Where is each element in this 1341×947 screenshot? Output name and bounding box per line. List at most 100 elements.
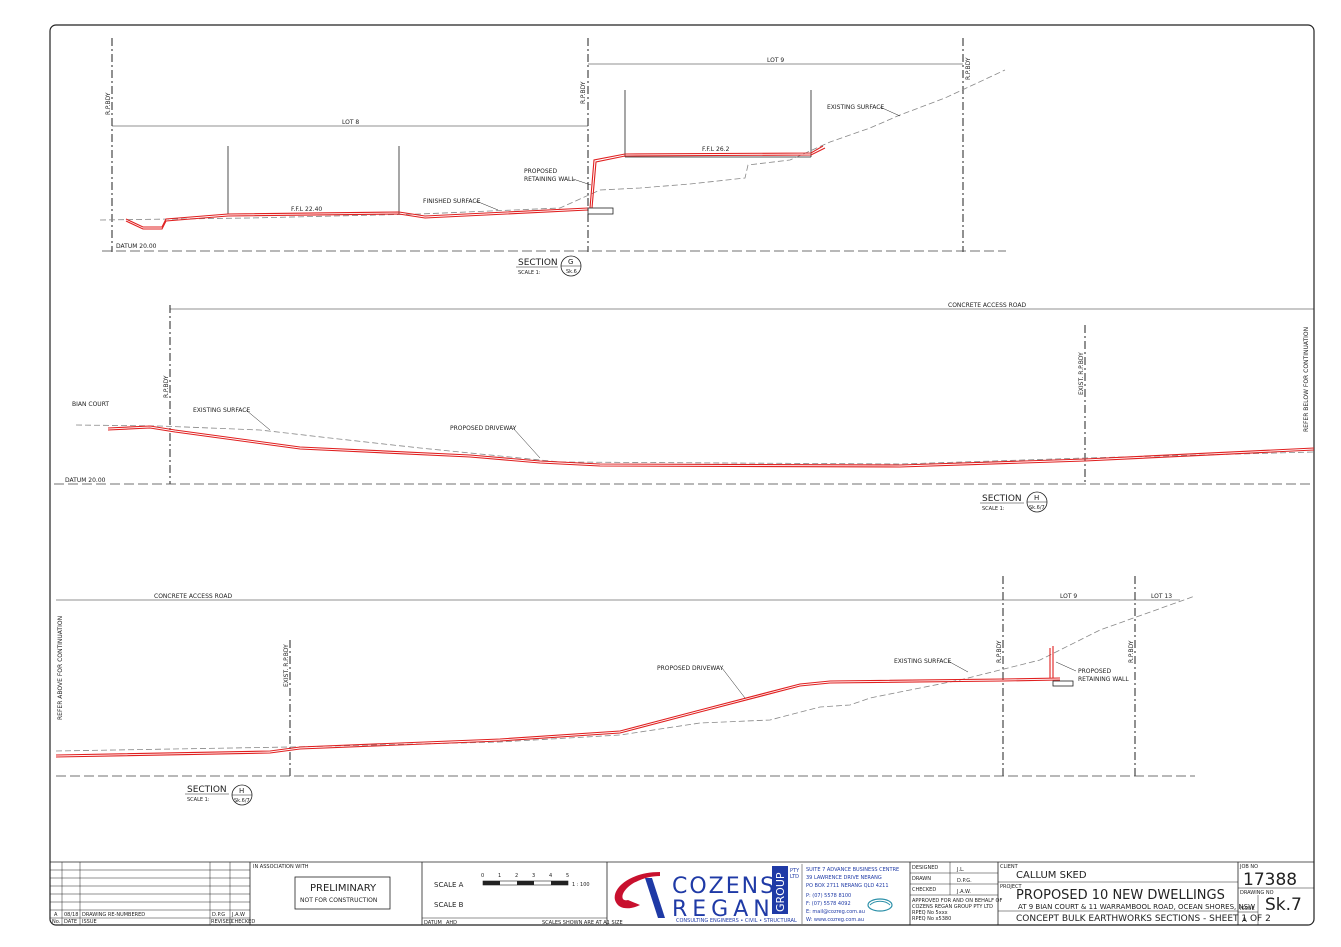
retaining-wall-label: RETAINING WALL [1078,676,1129,683]
retaining-wall-label: RETAINING WALL [524,176,575,183]
datum-value: AHD [446,920,457,926]
bubble-ref: Sk.6/7 [234,798,250,804]
retaining-wall-label: PROPOSED [1078,668,1111,675]
checked-label: CHECKED [912,887,936,893]
datum-label: DATUM 20.00 [116,243,157,250]
section-scale: SCALE 1: [518,270,541,276]
contact-line: F: (07) 5578 4092 [806,901,851,907]
approved-line: APPROVED FOR AND ON BEHALF OF [912,898,1002,904]
hdr-no: No. [52,919,61,925]
contact-line: W: www.cozreg.com.au [806,917,864,923]
lot9-label: LOT 9 [767,57,784,64]
issue-label: ISSUE [1240,906,1255,912]
logo-regan: REGAN [672,897,775,922]
scale-tick: 3 [532,873,535,879]
rev-chk: J.A.W [231,912,245,918]
address-line: 39 LAWRENCE DRIVE NERANG [806,875,882,881]
approved-line: RPEQ No x5380 [912,916,951,922]
lot9-label: LOT 9 [1060,593,1077,600]
revision-table: A 08/18 DRAWING RE-NUMBERED D.P.G J.A.W … [50,862,255,925]
concrete-access-road-label: CONCRETE ACCESS ROAD [154,593,232,600]
refer-above-label: REFER ABOVE FOR CONTINUATION [57,616,64,720]
logo-group-bar [772,866,788,914]
client-label: CLIENT [1000,864,1019,870]
exist-rp-bdy-label: EXIST. R.P.BDY [1078,352,1085,395]
proposed-driveway-label: PROPOSED DRIVEWAY [657,665,724,672]
signoff-table: DESIGNED J.L. DRAWN D.P.G. CHECKED J.A.W… [910,862,1002,922]
association-emblem [867,898,893,912]
logo-tagline: CONSULTING ENGINEERS • CIVIL • STRUCTURA… [676,918,797,924]
rev-date: 08/18 [64,912,78,918]
hdr-revised: REVISED [211,919,233,925]
finished-surface-line [125,207,589,228]
section-title: SECTION [187,785,227,795]
retaining-wall [1049,646,1054,678]
rev-by: D.P.G [212,912,225,918]
scale-tick: 0 [481,873,484,879]
bubble-ref: Sk.6/7 [1029,505,1045,511]
bubble-ref: Sk.6 [566,269,577,275]
project-label: PROJECT [1000,884,1023,890]
checked-value: J.A.W. [956,889,971,895]
preliminary-box [294,876,391,910]
existing-surface-label: EXISTING SURFACE [827,104,884,111]
leader-line [721,667,746,699]
in-association-label: IN ASSOCIATION WITH [253,864,309,870]
drawing-no-label: DRAWING NO [1240,890,1274,896]
proposed-driveway-line [55,677,1061,756]
proposed-driveway-line [55,679,1061,758]
approved-line: COZENS REGAN GROUP PTY LTD [912,904,993,910]
rp-bdy-label: R.P.BDY [580,81,587,104]
approved-line: RPEQ No 5xxx [912,910,948,916]
datum-label: DATUM [424,920,442,926]
scale-ratio: 1 : 100 [572,882,590,888]
scale-tick: 1 [498,873,501,879]
sheet-border [49,24,1315,926]
section-title: SECTION [982,494,1022,504]
rev-no: A [54,912,58,918]
logo-stroke [645,878,665,918]
leader-line [475,200,499,211]
job-no-label: JOB NO [1239,864,1258,870]
bubble-letter: H [239,787,244,795]
designed-label: DESIGNED [912,865,938,871]
concrete-access-road-label: CONCRETE ACCESS ROAD [948,302,1026,309]
rp-bdy-label: R.P.BDY [1128,640,1135,663]
bian-court-label: BIAN COURT [72,401,109,408]
scale-b-label: SCALE B [434,901,464,909]
existing-surface-label: EXISTING SURFACE [193,407,250,414]
issue-value: A [1242,916,1247,924]
bubble-letter: H [1034,494,1039,502]
leader-line [245,409,271,431]
project-address: AT 9 BIAN COURT & 11 WARRAMBOOL ROAD, OC… [1018,903,1255,911]
scale-tick: 5 [566,873,569,879]
leader-line [1055,661,1077,672]
client-name: CALLUM SKED [1016,870,1087,881]
rp-bdy-label: R.P.BDY [105,92,112,115]
existing-surface-line [99,69,1006,221]
logo-ltd: LTD [790,874,799,880]
title-block: A 08/18 DRAWING RE-NUMBERED D.P.G J.A.W … [50,861,1314,926]
section-h2: CONCRETE ACCESS ROAD LOT 9 LOT 13 REFER … [55,576,1196,806]
existing-surface-line [75,424,1315,465]
rp-bdy-label: R.P.BDY [163,375,170,398]
address-line: SUITE 7 ADVANCE BUSINESS CENTRE [806,867,899,873]
lot9-finished-surface [591,147,826,209]
hdr-issue: ISSUE [82,919,97,925]
retaining-wall-footing [1052,680,1074,687]
not-for-construction-label: NOT FOR CONSTRUCTION [300,897,377,904]
logo-swoosh [614,872,660,909]
scale-tick: 4 [549,873,552,879]
drawn-value: D.P.G. [957,878,972,884]
lot13-label: LOT 13 [1151,593,1172,600]
scale-tick: 2 [515,873,518,879]
section-scale: SCALE 1: [982,506,1005,512]
drawn-label: DRAWN [912,876,931,882]
leader-line [879,106,901,117]
scale-a-label: SCALE A [434,881,464,889]
job-no: 17388 [1243,870,1297,890]
refer-below-label: REFER BELOW FOR CONTINUATION [1303,327,1310,432]
lot9-finished-surface [589,145,824,209]
ffl-lot8-label: F.F.L 22.40 [291,206,322,213]
logo-cozens: COZENS [672,874,776,899]
